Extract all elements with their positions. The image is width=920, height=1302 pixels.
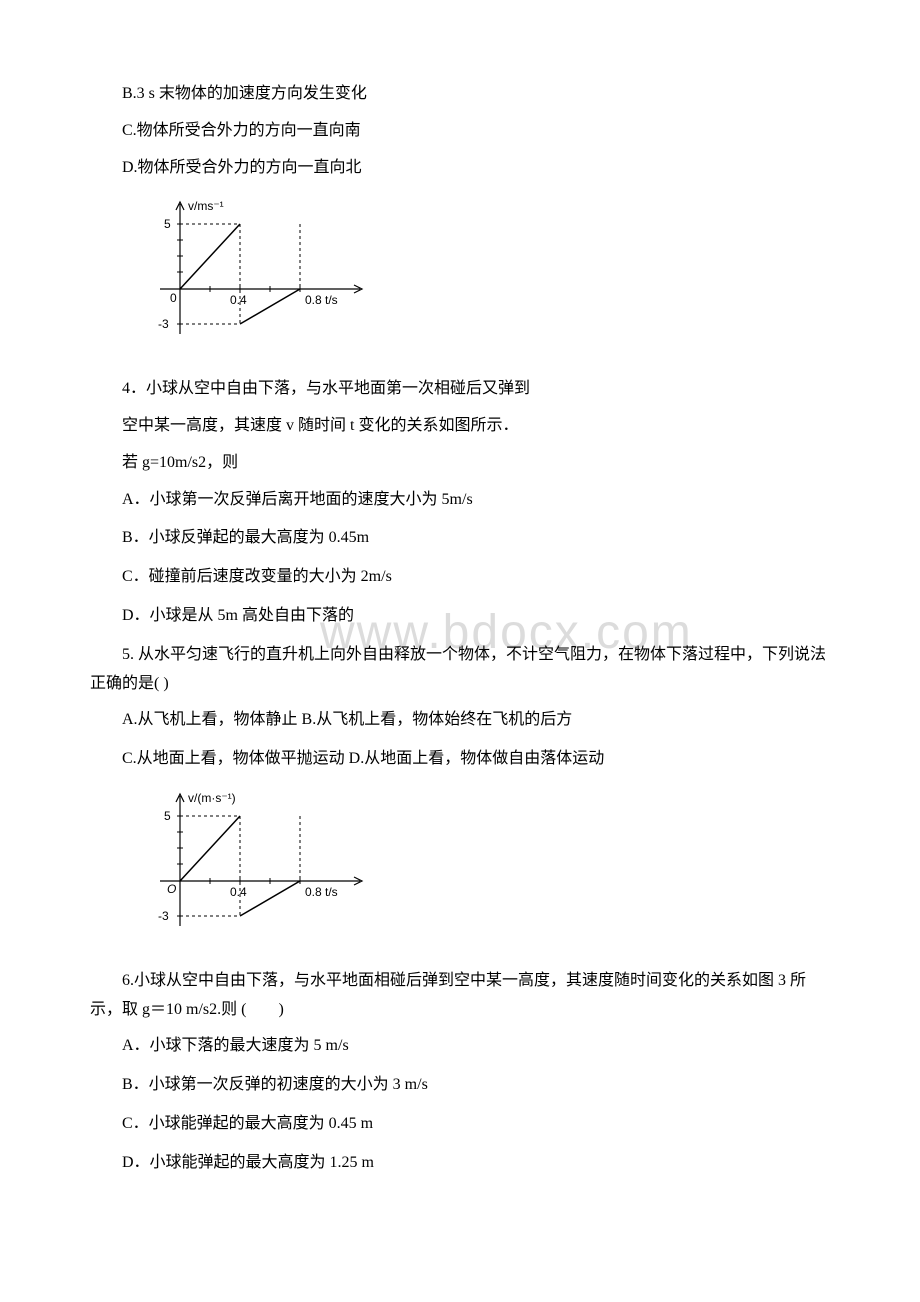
q6-option-a: A．小球下落的最大速度为 5 m/s bbox=[90, 1032, 830, 1061]
graph1-ylabel: v/ms⁻¹ bbox=[188, 199, 224, 213]
q5-option-ab: A.从飞机上看，物体静止 B.从飞机上看，物体始终在飞机的后方 bbox=[90, 706, 830, 735]
graph2-xlabel: 0.8 t/s bbox=[305, 885, 338, 899]
graph-q6: v/(m·s⁻¹) 5 0.4 0.8 t/s -3 O bbox=[150, 786, 830, 947]
graph1-xlabel: 0.8 t/s bbox=[305, 293, 338, 307]
q6-option-d: D．小球能弹起的最大高度为 1.25 m bbox=[90, 1149, 830, 1178]
q6-option-b: B．小球第一次反弹的初速度的大小为 3 m/s bbox=[90, 1071, 830, 1100]
graph1-ytop: 5 bbox=[164, 217, 171, 231]
q6-option-c: C．小球能弹起的最大高度为 0.45 m bbox=[90, 1110, 830, 1139]
q3-option-c: C.物体所受合外力的方向一直向南 bbox=[90, 117, 830, 146]
graph2-ytop: 5 bbox=[164, 809, 171, 823]
q4-line3: 若 g=10m/s2，则 bbox=[90, 449, 830, 478]
q4-line2: 空中某一高度，其速度 v 随时间 t 变化的关系如图所示． bbox=[90, 412, 830, 441]
q5-line1: 5. 从水平匀速飞行的直升机上向外自由释放一个物体，不计空气阻力，在物体下落过程… bbox=[90, 641, 830, 699]
q6-line1: 6.小球从空中自由下落，与水平地面相碰后弹到空中某一高度，其速度随时间变化的关系… bbox=[90, 967, 830, 1025]
svg-text:0: 0 bbox=[170, 291, 177, 305]
graph2-ylabel: v/(m·s⁻¹) bbox=[188, 791, 236, 805]
graph2-ybottom: -3 bbox=[158, 909, 169, 923]
q5-option-cd: C.从地面上看，物体做平抛运动 D.从地面上看，物体做自由落体运动 bbox=[90, 745, 830, 774]
graph2-O: O bbox=[167, 882, 176, 896]
graph1-xmid: 0.4 bbox=[230, 293, 247, 307]
graph-q4: v/ms⁻¹ 5 0.4 0.8 t/s -3 0 bbox=[150, 194, 830, 355]
graph2-xmid: 0.4 bbox=[230, 885, 247, 899]
q4-option-a: A．小球第一次反弹后离开地面的速度大小为 5m/s bbox=[90, 486, 830, 515]
q4-option-c: C．碰撞前后速度改变量的大小为 2m/s bbox=[90, 563, 830, 592]
graph1-ybottom: -3 bbox=[158, 317, 169, 331]
q4-option-b: B．小球反弹起的最大高度为 0.45m bbox=[90, 524, 830, 553]
q3-option-d: D.物体所受合外力的方向一直向北 bbox=[90, 154, 830, 183]
q3-option-b: B.3 s 末物体的加速度方向发生变化 bbox=[90, 80, 830, 109]
q4-line1: 4．小球从空中自由下落，与水平地面第一次相碰后又弹到 bbox=[90, 375, 830, 404]
q4-option-d: D．小球是从 5m 高处自由下落的 bbox=[90, 602, 830, 631]
